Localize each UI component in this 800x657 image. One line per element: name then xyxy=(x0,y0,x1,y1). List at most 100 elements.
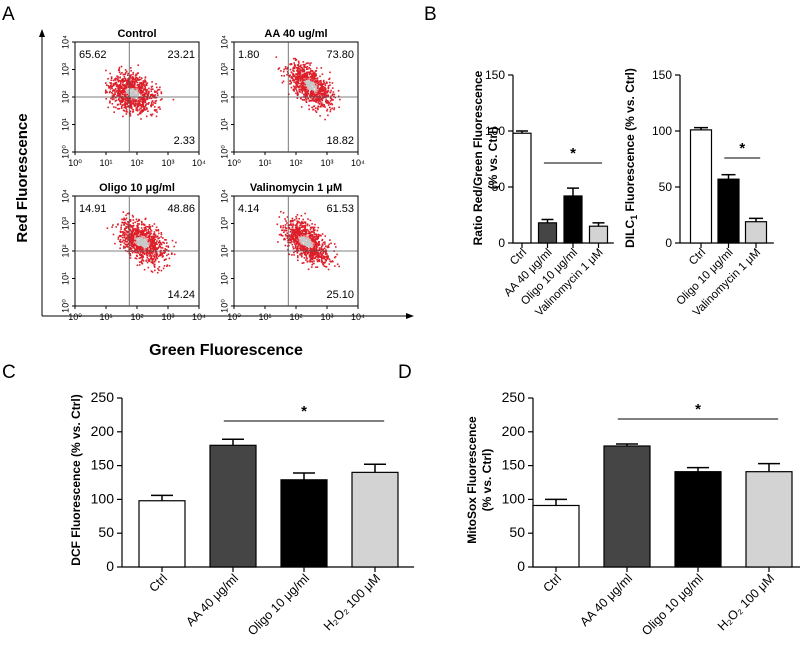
flow-plot-event xyxy=(310,94,312,97)
flow-plot-event xyxy=(118,68,121,71)
flow-plot-event xyxy=(154,259,157,262)
flow-plot-event xyxy=(144,233,147,235)
flow-plot-event xyxy=(163,242,165,244)
flow-plot-event xyxy=(296,232,298,234)
flow-plot-event xyxy=(278,67,281,69)
flow-plot-event xyxy=(306,261,309,263)
flow-plot-event xyxy=(296,228,298,231)
flow-plot-event xyxy=(288,241,291,244)
flow-plot-event xyxy=(143,99,145,101)
flow-plot-event xyxy=(138,235,140,238)
flow-plot-event xyxy=(119,85,122,87)
flow-plot-event xyxy=(295,237,297,240)
flow-plot-event xyxy=(111,85,114,87)
flow-plot-event xyxy=(111,98,114,101)
y-tick-label: 0 xyxy=(665,236,672,250)
flow-plot-event xyxy=(142,97,145,99)
flow-plot-event xyxy=(313,251,315,253)
flow-plot-event xyxy=(143,236,146,238)
flow-plot-event xyxy=(105,84,108,86)
flow-plot-event xyxy=(117,87,120,89)
flow-plot-event xyxy=(305,241,308,243)
flow-plot-event xyxy=(320,102,323,104)
flow-plot-event xyxy=(304,87,307,90)
flow-plot-event xyxy=(320,98,323,100)
flow-plot-event xyxy=(305,236,308,239)
flow-plot-event xyxy=(316,100,318,102)
flow-plot-event xyxy=(119,100,121,102)
flow-plot-event xyxy=(129,75,131,77)
flow-plot-event xyxy=(153,233,156,235)
flow-plot-event xyxy=(157,267,159,270)
flow-plot-event xyxy=(139,91,141,94)
flow-plot-event xyxy=(127,80,130,83)
flow-plot-event xyxy=(293,251,295,254)
flow-plot-event xyxy=(310,260,312,263)
flow-plot-event xyxy=(305,242,307,244)
flow-plot-event xyxy=(298,243,300,246)
flow-plot-event xyxy=(294,87,297,90)
flow-plot-event xyxy=(127,231,129,233)
flow-plot-event xyxy=(127,239,130,241)
flow-plot-event xyxy=(149,244,151,246)
flow-plot-event xyxy=(316,229,319,232)
x-tick-label: H₂O₂ 100 μM xyxy=(715,571,777,633)
flow-plot-event xyxy=(142,249,144,251)
flow-plot-events xyxy=(275,56,341,121)
flow-plot-event xyxy=(294,235,296,238)
flow-plot-event xyxy=(331,103,334,106)
flow-plot-event xyxy=(120,228,122,230)
flow-plot-event xyxy=(302,222,305,225)
flow-plot-event xyxy=(124,229,126,231)
flow-plot-event xyxy=(309,219,312,222)
flow-plot-event xyxy=(290,224,293,226)
flow-plot-event xyxy=(129,95,131,98)
y-axis-label-subscript: 1 xyxy=(629,215,639,220)
flow-plot-event xyxy=(113,84,115,87)
flow-plot-event xyxy=(313,260,315,262)
flow-plot-event xyxy=(138,109,141,111)
flow-plot-event xyxy=(154,102,157,104)
flow-plot-event xyxy=(318,254,320,256)
flow-plot-event xyxy=(299,232,301,235)
flow-plot-event xyxy=(151,225,154,227)
y-tick-label: 150 xyxy=(91,457,115,473)
flow-plot-event xyxy=(296,93,299,96)
flow-plot-event xyxy=(326,82,328,84)
flow-plot-event xyxy=(327,104,330,106)
flow-plot-event xyxy=(130,235,133,238)
flow-plot-event xyxy=(148,224,151,226)
flow-plot-event xyxy=(129,236,132,239)
flow-plot-event xyxy=(292,57,295,60)
flow-plot-event xyxy=(146,97,149,99)
flow-plot-event xyxy=(325,98,327,101)
flow-plot-event xyxy=(116,75,118,77)
flow-plot-y-tick-label: 10¹ xyxy=(60,272,70,285)
flow-plot-event xyxy=(321,92,323,95)
flow-plot-event xyxy=(295,76,297,78)
flow-plot-event xyxy=(136,88,139,91)
flow-plot-event xyxy=(149,226,152,228)
flow-plot-event xyxy=(125,71,127,74)
flow-plot-event xyxy=(116,84,118,86)
flow-plot-event xyxy=(294,243,296,245)
flow-plot-event xyxy=(322,263,324,265)
flow-plot-event xyxy=(143,84,145,86)
flow-plot-event xyxy=(138,223,141,225)
flow-plot-event xyxy=(129,97,132,100)
flow-plot-event xyxy=(317,93,320,95)
flow-plot-event xyxy=(114,83,117,86)
flow-plot-event xyxy=(296,236,298,239)
flow-plot-event xyxy=(316,260,319,263)
flow-plot-event xyxy=(315,74,318,77)
flow-plot-event xyxy=(149,244,152,246)
flow-plot-event xyxy=(283,231,285,233)
flow-plot-event xyxy=(142,102,144,105)
flow-plot-event xyxy=(144,228,146,231)
flow-plot-event xyxy=(152,261,154,263)
flow-plot-event xyxy=(136,254,138,257)
flow-plot-event xyxy=(105,90,107,93)
flow-plot-event xyxy=(131,225,133,227)
flow-plot-event xyxy=(131,238,134,240)
flow-plot-event xyxy=(321,258,323,260)
